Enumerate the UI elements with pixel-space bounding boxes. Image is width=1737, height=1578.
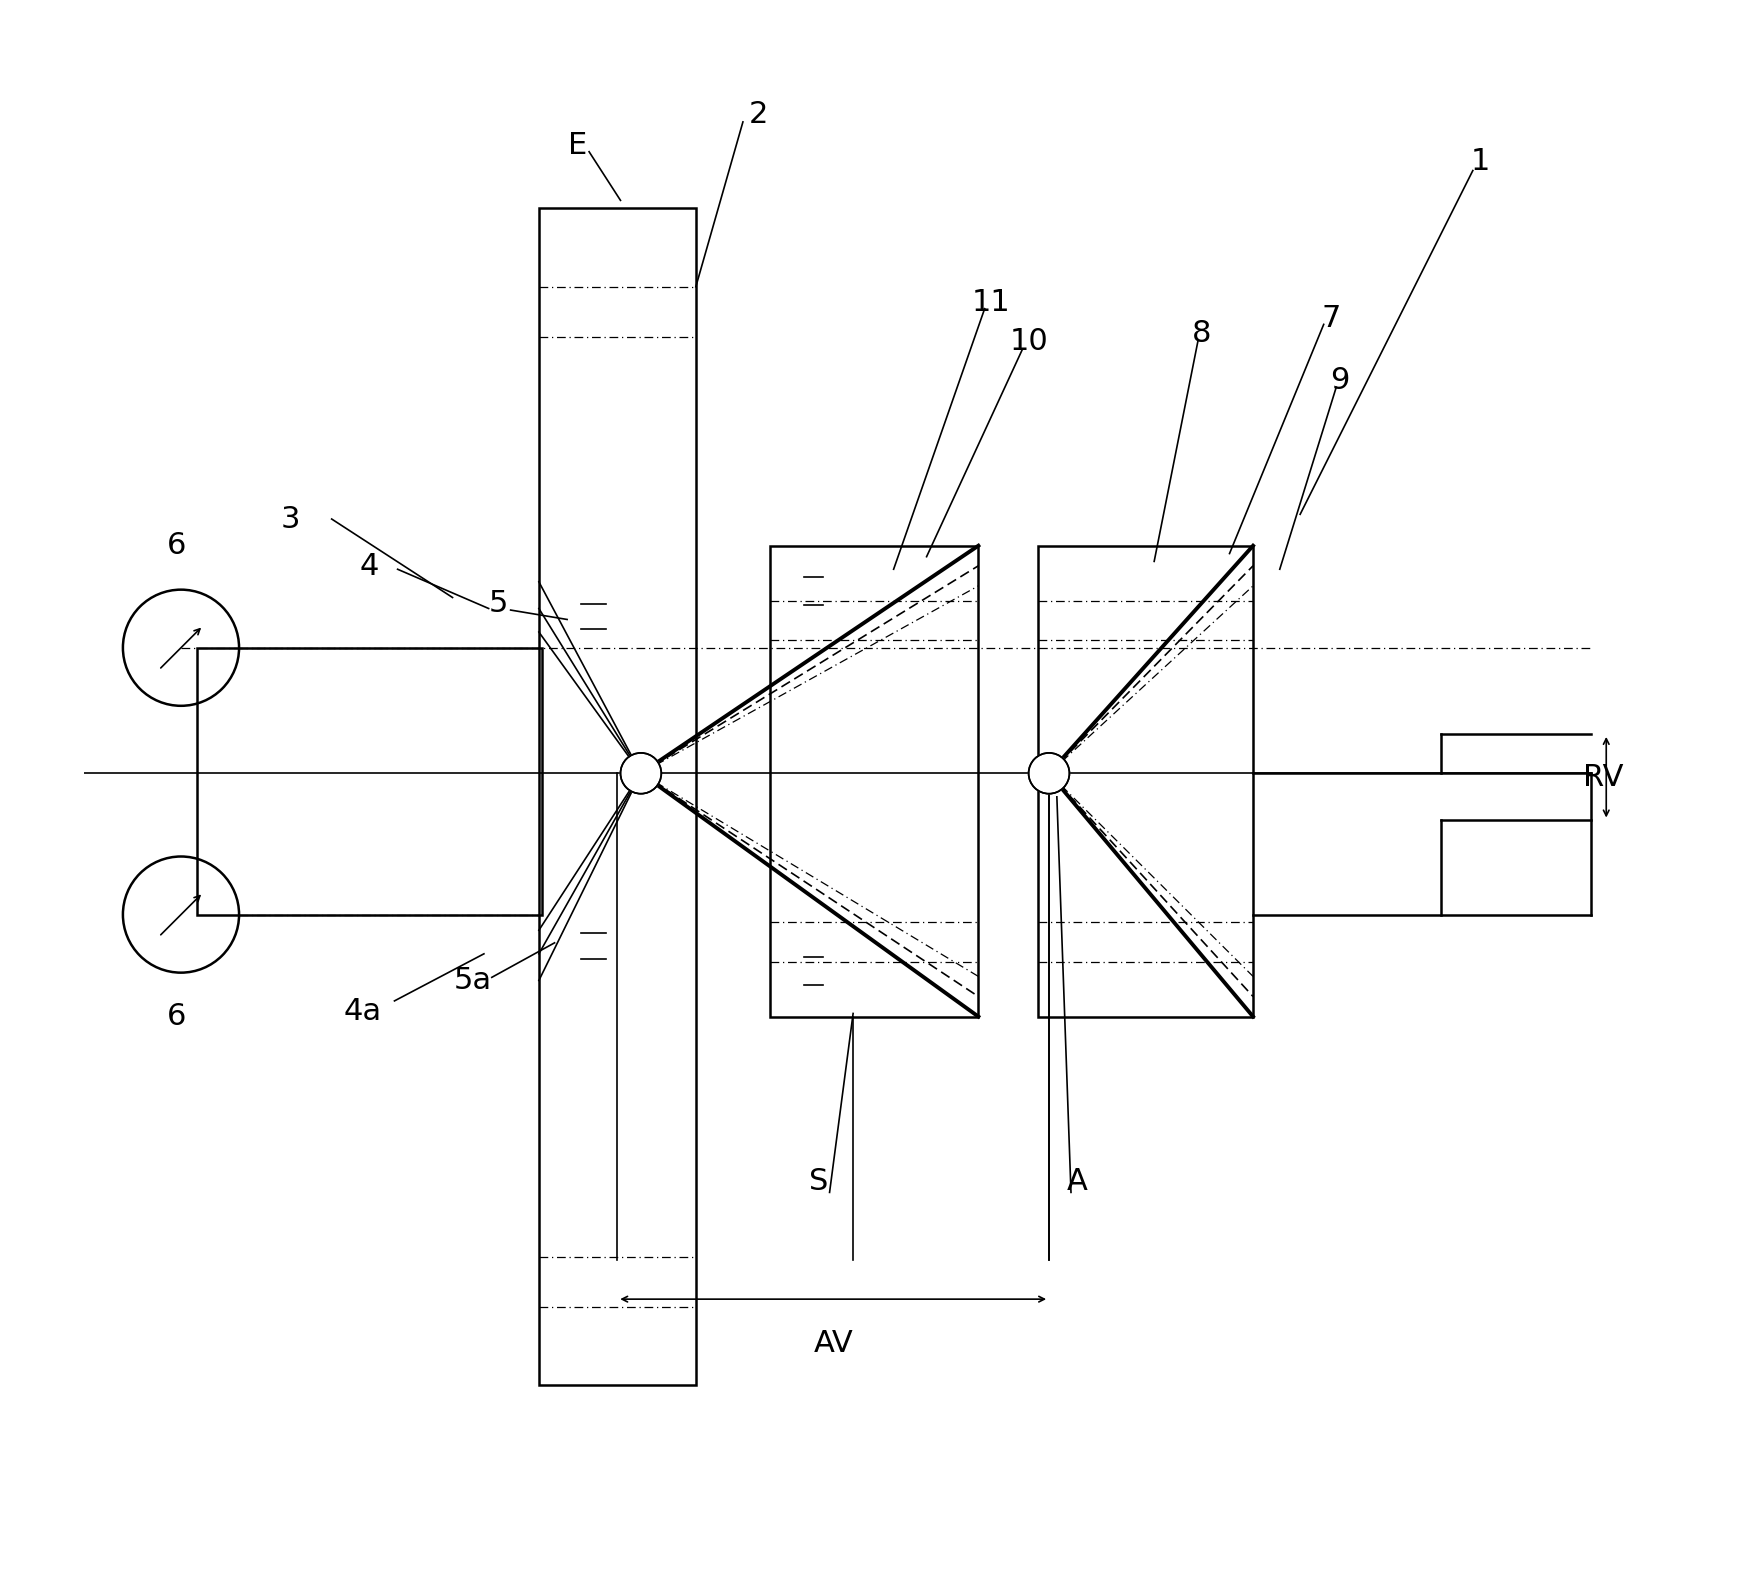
Bar — [769, 546, 978, 1016]
Text: 6: 6 — [167, 532, 186, 560]
Text: 5a: 5a — [453, 966, 492, 996]
Text: 4: 4 — [360, 552, 379, 581]
Text: 1: 1 — [1471, 147, 1490, 175]
Text: 6: 6 — [167, 1002, 186, 1030]
Text: 5: 5 — [488, 589, 507, 619]
Text: 4a: 4a — [344, 997, 382, 1026]
Text: S: S — [809, 1166, 829, 1196]
Text: 10: 10 — [1009, 327, 1047, 357]
Text: 9: 9 — [1331, 366, 1350, 396]
Text: E: E — [568, 131, 587, 159]
Bar — [538, 208, 697, 1385]
Text: 11: 11 — [971, 287, 1011, 317]
Text: RV: RV — [1582, 762, 1624, 792]
Text: 8: 8 — [1192, 319, 1211, 349]
Text: 2: 2 — [749, 99, 768, 128]
Text: A: A — [1067, 1166, 1087, 1196]
Text: AV: AV — [813, 1329, 853, 1357]
Circle shape — [620, 753, 662, 794]
Circle shape — [1028, 753, 1070, 794]
Bar — [1039, 546, 1252, 1016]
Bar — [196, 647, 542, 915]
Text: 3: 3 — [281, 505, 301, 533]
Text: 7: 7 — [1322, 303, 1341, 333]
